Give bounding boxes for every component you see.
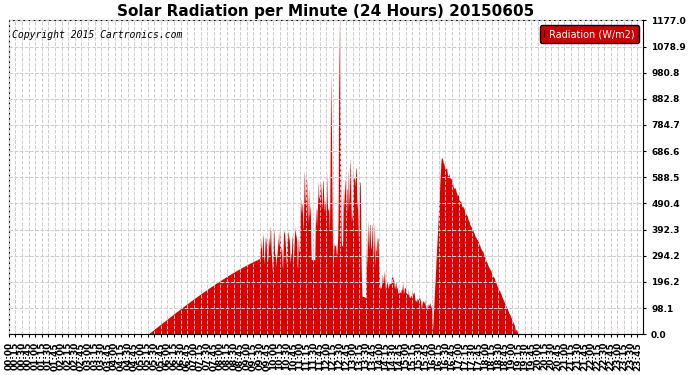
- Legend: Radiation (W/m2): Radiation (W/m2): [540, 25, 638, 43]
- Text: Copyright 2015 Cartronics.com: Copyright 2015 Cartronics.com: [12, 30, 182, 40]
- Title: Solar Radiation per Minute (24 Hours) 20150605: Solar Radiation per Minute (24 Hours) 20…: [117, 4, 535, 19]
